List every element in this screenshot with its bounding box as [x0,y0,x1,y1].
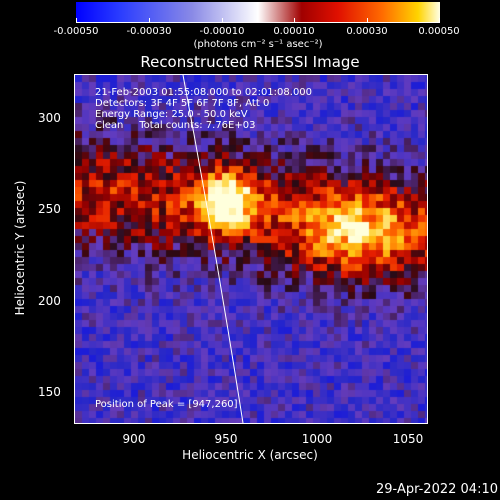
x-tick-label: 900 [122,432,146,446]
x-tick-label: 1000 [301,432,333,446]
image-heatmap [75,75,427,423]
x-axis-label: Heliocentric X (arcsec) [182,448,318,462]
y-tick-label: 300 [38,111,61,125]
solar-limb-line [182,75,244,423]
detectors-text: Detectors: 3F 4F 5F 6F 7F 8F, Att 0 [95,98,270,109]
y-tick-label: 150 [38,385,61,399]
time-range-text: 21-Feb-2003 01:55:08.000 to 02:01:08.000 [95,87,313,98]
x-tick-label: 1050 [392,432,424,446]
y-tick-label: 250 [38,202,61,216]
colorbar-tick [367,18,368,23]
colorbar-label: 0.00030 [346,26,388,37]
colorbar-tick [149,18,150,23]
colorbar-units: (photons cm⁻² s⁻¹ asec⁻²) [193,39,323,50]
colorbar-label: -0.00030 [126,26,172,37]
colorbar-label: 0.00050 [418,26,460,37]
colorbar-tick [76,18,77,23]
y-axis-label: Heliocentric Y (arcsec) [13,180,27,316]
colorbar-tick [294,18,295,23]
energy-range-text: Energy Range: 25.0 - 50.0 keV [95,109,248,120]
colorbar-tick [222,18,223,23]
peak-position-text: Position of Peak = [947,260] [95,399,238,410]
colorbar-label: -0.00010 [199,26,245,37]
clean-counts-text: Clean Total counts: 7.76E+03 [95,120,256,131]
colorbar-label: -0.00050 [53,26,99,37]
colorbar [76,2,440,23]
rhessi-image: 21-Feb-2003 01:55:08.000 to 02:01:08.000… [74,74,428,424]
y-tick-label: 200 [38,294,61,308]
colorbar-label: 0.00010 [273,26,315,37]
limb-overlay [182,75,244,423]
colorbar-tick [439,18,440,23]
plot-title: Reconstructed RHESSI Image [140,53,360,71]
x-tick-label: 950 [214,432,238,446]
timestamp: 29-Apr-2022 04:10 [376,482,498,497]
